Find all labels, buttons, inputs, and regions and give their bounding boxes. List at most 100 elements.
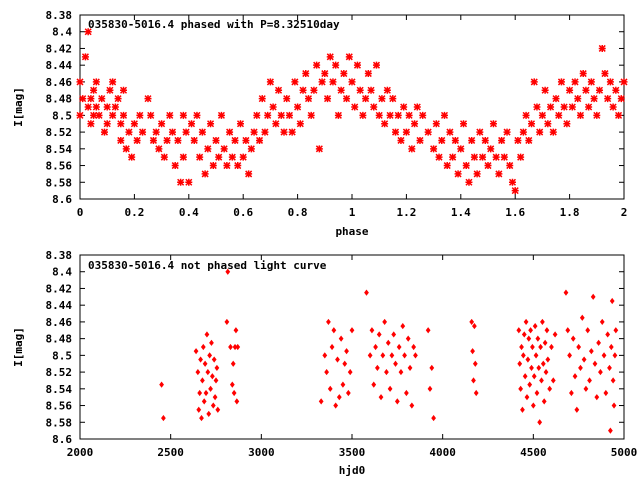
data-point (207, 120, 215, 128)
data-point (130, 120, 138, 128)
data-point (609, 297, 615, 305)
data-point (608, 427, 613, 434)
data-point (215, 153, 223, 161)
data-point (472, 360, 478, 367)
data-point (212, 394, 218, 401)
data-point (593, 111, 601, 119)
data-point (87, 95, 95, 103)
y-tick-label: 8.52 (46, 366, 73, 379)
x-tick-label: 1 (349, 206, 356, 219)
data-point (336, 394, 342, 401)
data-point (195, 368, 201, 376)
data-point (408, 145, 416, 153)
data-point (394, 111, 402, 119)
data-point (574, 95, 582, 103)
data-point (587, 377, 592, 384)
data-point (375, 111, 383, 119)
y-tick-label: 8.5 (52, 349, 72, 362)
data-point (520, 406, 525, 413)
data-point (335, 356, 340, 363)
data-point (540, 318, 545, 326)
data-point (517, 360, 523, 367)
data-point (517, 153, 525, 161)
y-tick-label: 8.56 (46, 400, 73, 413)
data-point (128, 153, 136, 161)
data-point (223, 162, 231, 170)
data-point (272, 120, 280, 128)
data-point (269, 103, 277, 111)
data-point (609, 103, 617, 111)
data-point (275, 86, 283, 94)
data-point (81, 53, 89, 61)
data-point (201, 170, 209, 178)
x-tick-label: 5000 (611, 446, 638, 459)
data-point (230, 360, 236, 367)
data-point (266, 78, 274, 86)
data-point (514, 136, 522, 144)
chart-title: 035830-5016.4 phased with P=8.32510day (88, 18, 340, 31)
data-point (552, 331, 558, 338)
data-point (588, 348, 594, 355)
data-point (520, 352, 526, 359)
data-point (369, 327, 375, 334)
data-point (343, 95, 351, 103)
data-point (152, 128, 160, 136)
data-point (538, 343, 543, 351)
data-point (163, 136, 171, 144)
data-point (540, 360, 546, 367)
x-tick-label: 0 (77, 206, 84, 219)
data-point (193, 348, 199, 355)
data-point (419, 111, 427, 119)
data-point (247, 145, 255, 153)
y-tick-label: 8.44 (46, 59, 73, 72)
data-point (160, 153, 168, 161)
data-point (213, 377, 219, 384)
data-point (280, 128, 288, 136)
data-point (264, 111, 272, 119)
data-point (547, 103, 555, 111)
data-point (617, 95, 625, 103)
data-point (84, 28, 92, 36)
x-axis-label: hjd0 (339, 464, 366, 477)
data-point (310, 86, 318, 94)
data-point (416, 136, 424, 144)
data-point (560, 103, 568, 111)
data-point (549, 128, 557, 136)
data-point (331, 327, 337, 334)
data-point (451, 136, 459, 144)
data-point (519, 343, 524, 351)
data-point (202, 360, 208, 367)
data-point (384, 368, 389, 376)
data-point (532, 322, 538, 330)
data-point (508, 178, 517, 186)
data-point (533, 103, 541, 111)
data-point (182, 128, 190, 136)
data-point (381, 120, 389, 128)
data-point (371, 381, 377, 388)
data-point (197, 389, 203, 397)
data-point (533, 352, 539, 359)
data-point (473, 389, 479, 397)
data-point (193, 111, 201, 119)
data-point (114, 95, 122, 103)
data-point (161, 414, 166, 422)
y-tick-label: 8.46 (46, 76, 73, 89)
data-point (212, 136, 220, 144)
y-tick-label: 8.5 (52, 109, 72, 122)
data-point (413, 103, 421, 111)
data-point (590, 293, 596, 300)
data-point (506, 162, 514, 170)
data-point (299, 86, 307, 94)
x-tick-label: 3000 (248, 446, 275, 459)
data-point (323, 95, 332, 103)
data-point (98, 95, 106, 103)
data-point (405, 335, 411, 342)
data-point (324, 368, 329, 376)
data-point (119, 111, 128, 119)
data-point (544, 327, 550, 334)
data-point (139, 128, 147, 136)
y-tick-label: 8.44 (46, 299, 73, 312)
data-point (525, 356, 531, 363)
data-point (233, 327, 239, 334)
